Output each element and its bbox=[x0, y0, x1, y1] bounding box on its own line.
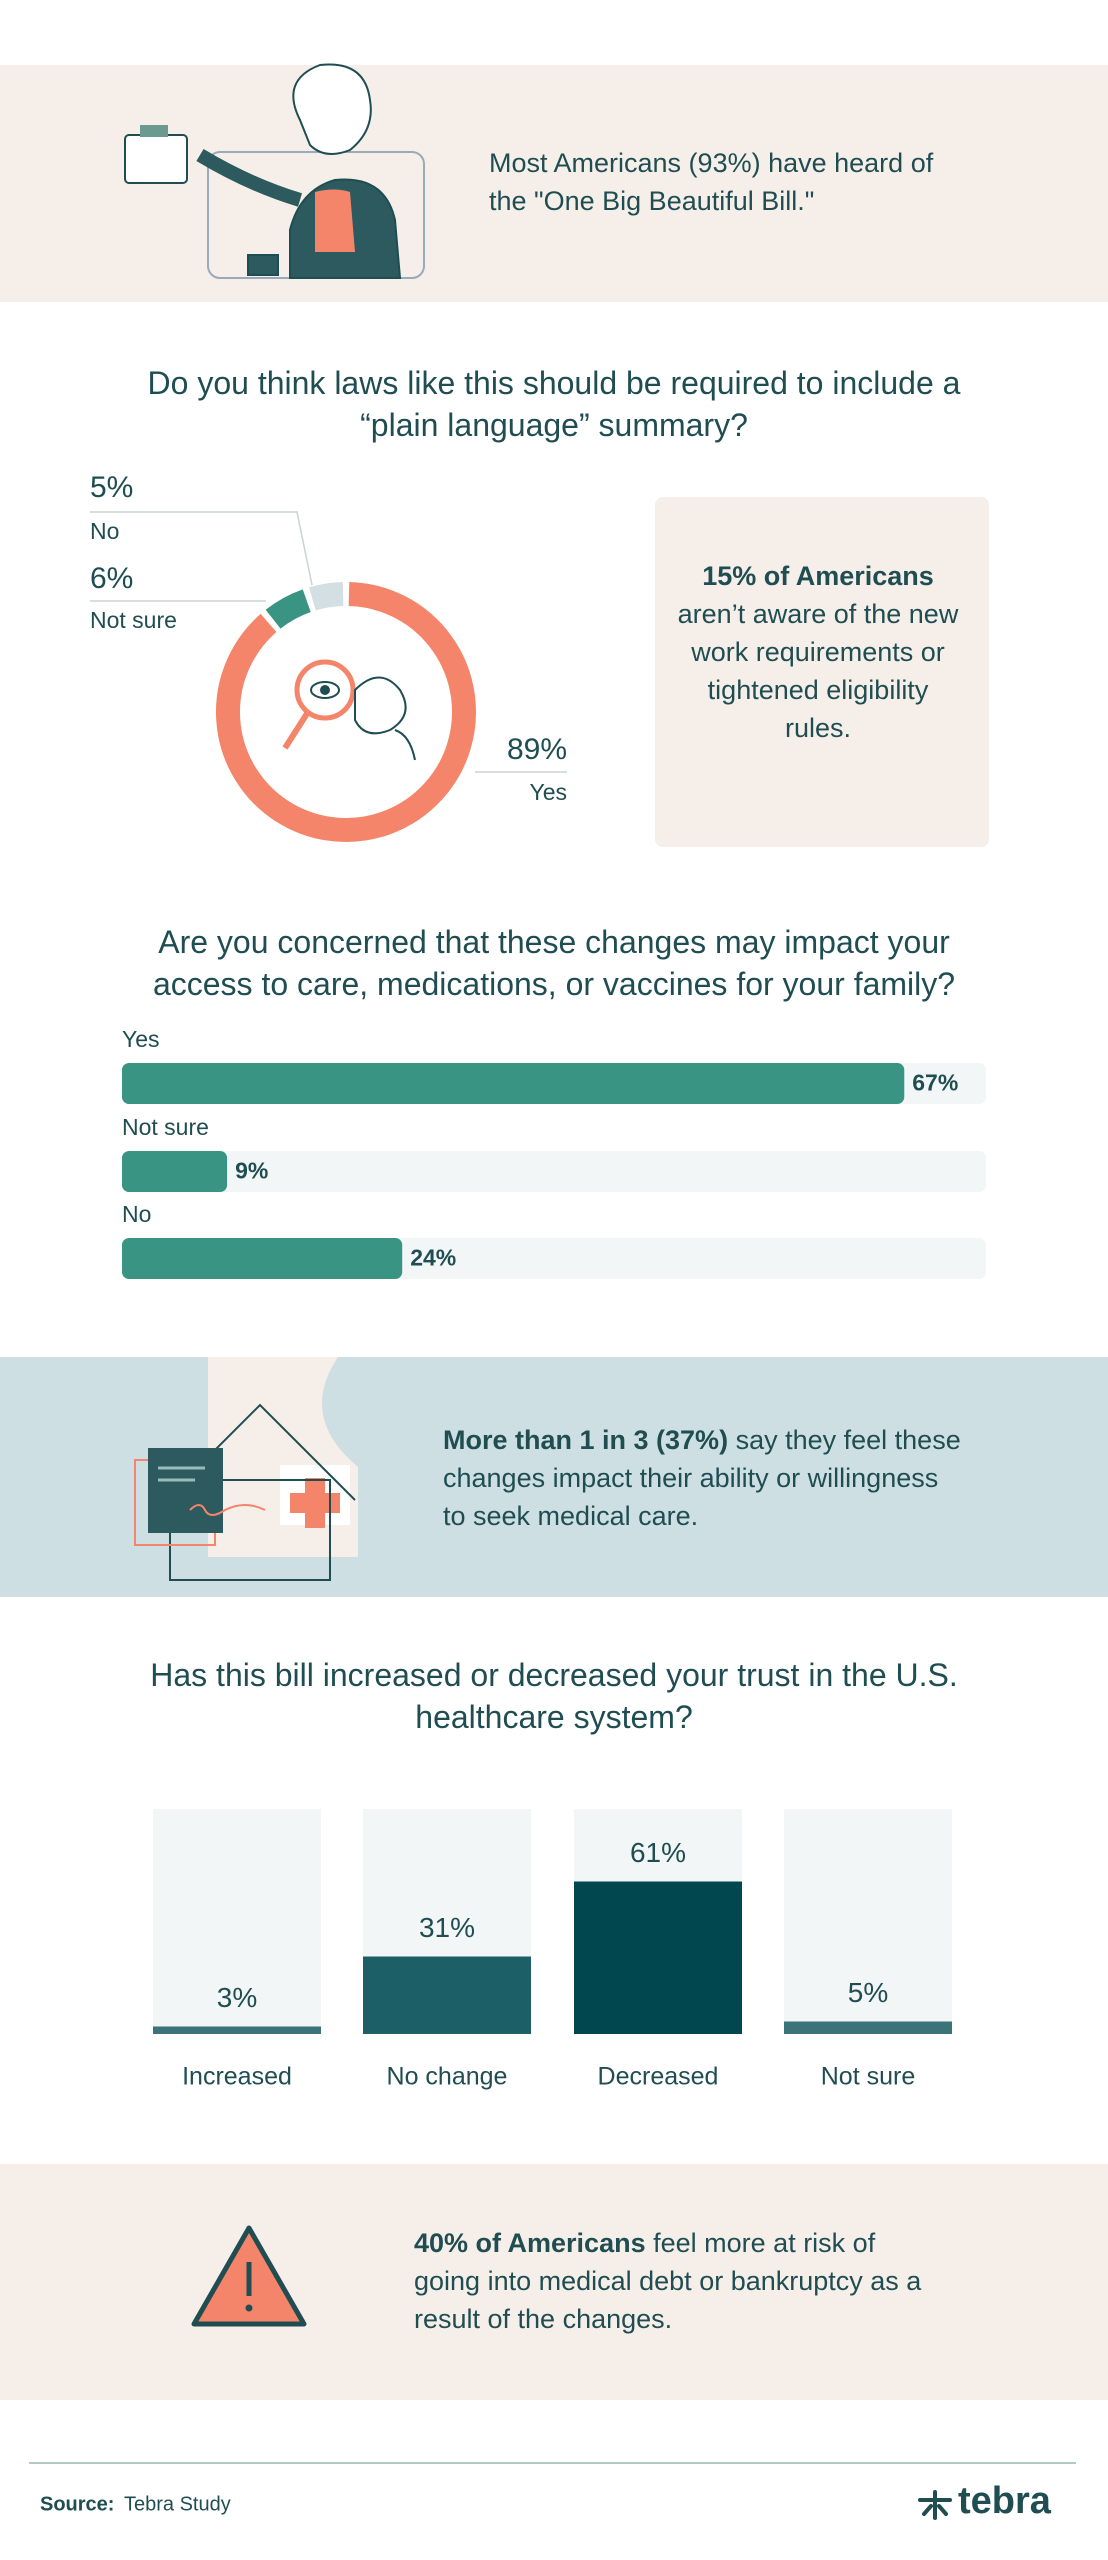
callout-text: aren’t aware of the new work requirement… bbox=[677, 599, 959, 743]
care-callout: More than 1 in 3 (37%) say they feel the… bbox=[443, 1421, 963, 1535]
data-label: 67% bbox=[912, 1070, 958, 1096]
donut-segment bbox=[216, 582, 476, 842]
bar bbox=[122, 1151, 228, 1192]
warning-icon bbox=[191, 2225, 307, 2327]
data-label: 89% bbox=[507, 733, 567, 766]
category-label: Decreased bbox=[598, 2063, 719, 2091]
callout-bold: 15% of Americans bbox=[702, 561, 934, 591]
chart-title: Are you concerned that these changes may… bbox=[152, 924, 956, 1002]
category-label: No change bbox=[387, 2063, 508, 2091]
callout-bold: 40% of Americans bbox=[414, 2228, 646, 2258]
category-label: Not sure bbox=[122, 1114, 209, 1140]
category-label: No bbox=[122, 1201, 151, 1227]
callout-text: say they feel these changes impact their… bbox=[443, 1425, 961, 1531]
callout-bold: More than 1 in 3 (37%) bbox=[443, 1425, 729, 1455]
data-label: 6% bbox=[90, 562, 133, 595]
data-label: 31% bbox=[419, 1912, 475, 1943]
data-label: 61% bbox=[630, 1837, 686, 1868]
data-label: 5% bbox=[848, 1977, 888, 2008]
bar bbox=[122, 1238, 403, 1279]
bar-track bbox=[122, 1151, 986, 1192]
category-label: No bbox=[90, 518, 119, 544]
chart-title: Has this bill increased or decreased you… bbox=[150, 1657, 958, 1735]
bar bbox=[574, 1881, 742, 2034]
category-label: Increased bbox=[182, 2063, 292, 2091]
brand: tebra bbox=[958, 2480, 1052, 2522]
data-label: 3% bbox=[217, 1982, 257, 2013]
bar bbox=[363, 1956, 531, 2034]
bar bbox=[784, 2021, 952, 2034]
category-label: Yes bbox=[122, 1026, 160, 1052]
bar-track bbox=[153, 1809, 321, 2034]
brand-icon bbox=[918, 2490, 952, 2520]
category-label: Yes bbox=[529, 779, 567, 805]
source: Tebra Study bbox=[124, 2493, 231, 2515]
intro-text: Most Americans (93%) have heard of the "… bbox=[489, 148, 934, 216]
bar bbox=[122, 1063, 905, 1104]
chart-title: Do you think laws like this should be re… bbox=[147, 365, 961, 443]
bar-track bbox=[784, 1809, 952, 2034]
data-label: 5% bbox=[90, 471, 133, 504]
category-label: Not sure bbox=[821, 2063, 915, 2091]
data-label: 24% bbox=[410, 1245, 456, 1271]
debt-band bbox=[0, 2164, 1108, 2400]
leader-line bbox=[90, 511, 313, 586]
callout-text: feel more at risk of going into medical … bbox=[414, 2228, 922, 2334]
magnifier-illustration bbox=[282, 659, 416, 761]
donut-segment bbox=[265, 589, 312, 629]
category-label: Not sure bbox=[90, 607, 177, 633]
awareness-box bbox=[655, 497, 989, 847]
source-label: Source: bbox=[40, 2493, 114, 2515]
care-illustration bbox=[134, 1357, 358, 1581]
debt-callout: 40% of Americans feel more at risk of go… bbox=[414, 2224, 934, 2338]
awareness-callout: 15% of Americans aren’t aware of the new… bbox=[675, 557, 961, 747]
bar bbox=[153, 2026, 321, 2034]
donut-segment bbox=[308, 582, 344, 611]
data-label: 9% bbox=[235, 1158, 268, 1184]
intro-illustration bbox=[124, 63, 425, 279]
